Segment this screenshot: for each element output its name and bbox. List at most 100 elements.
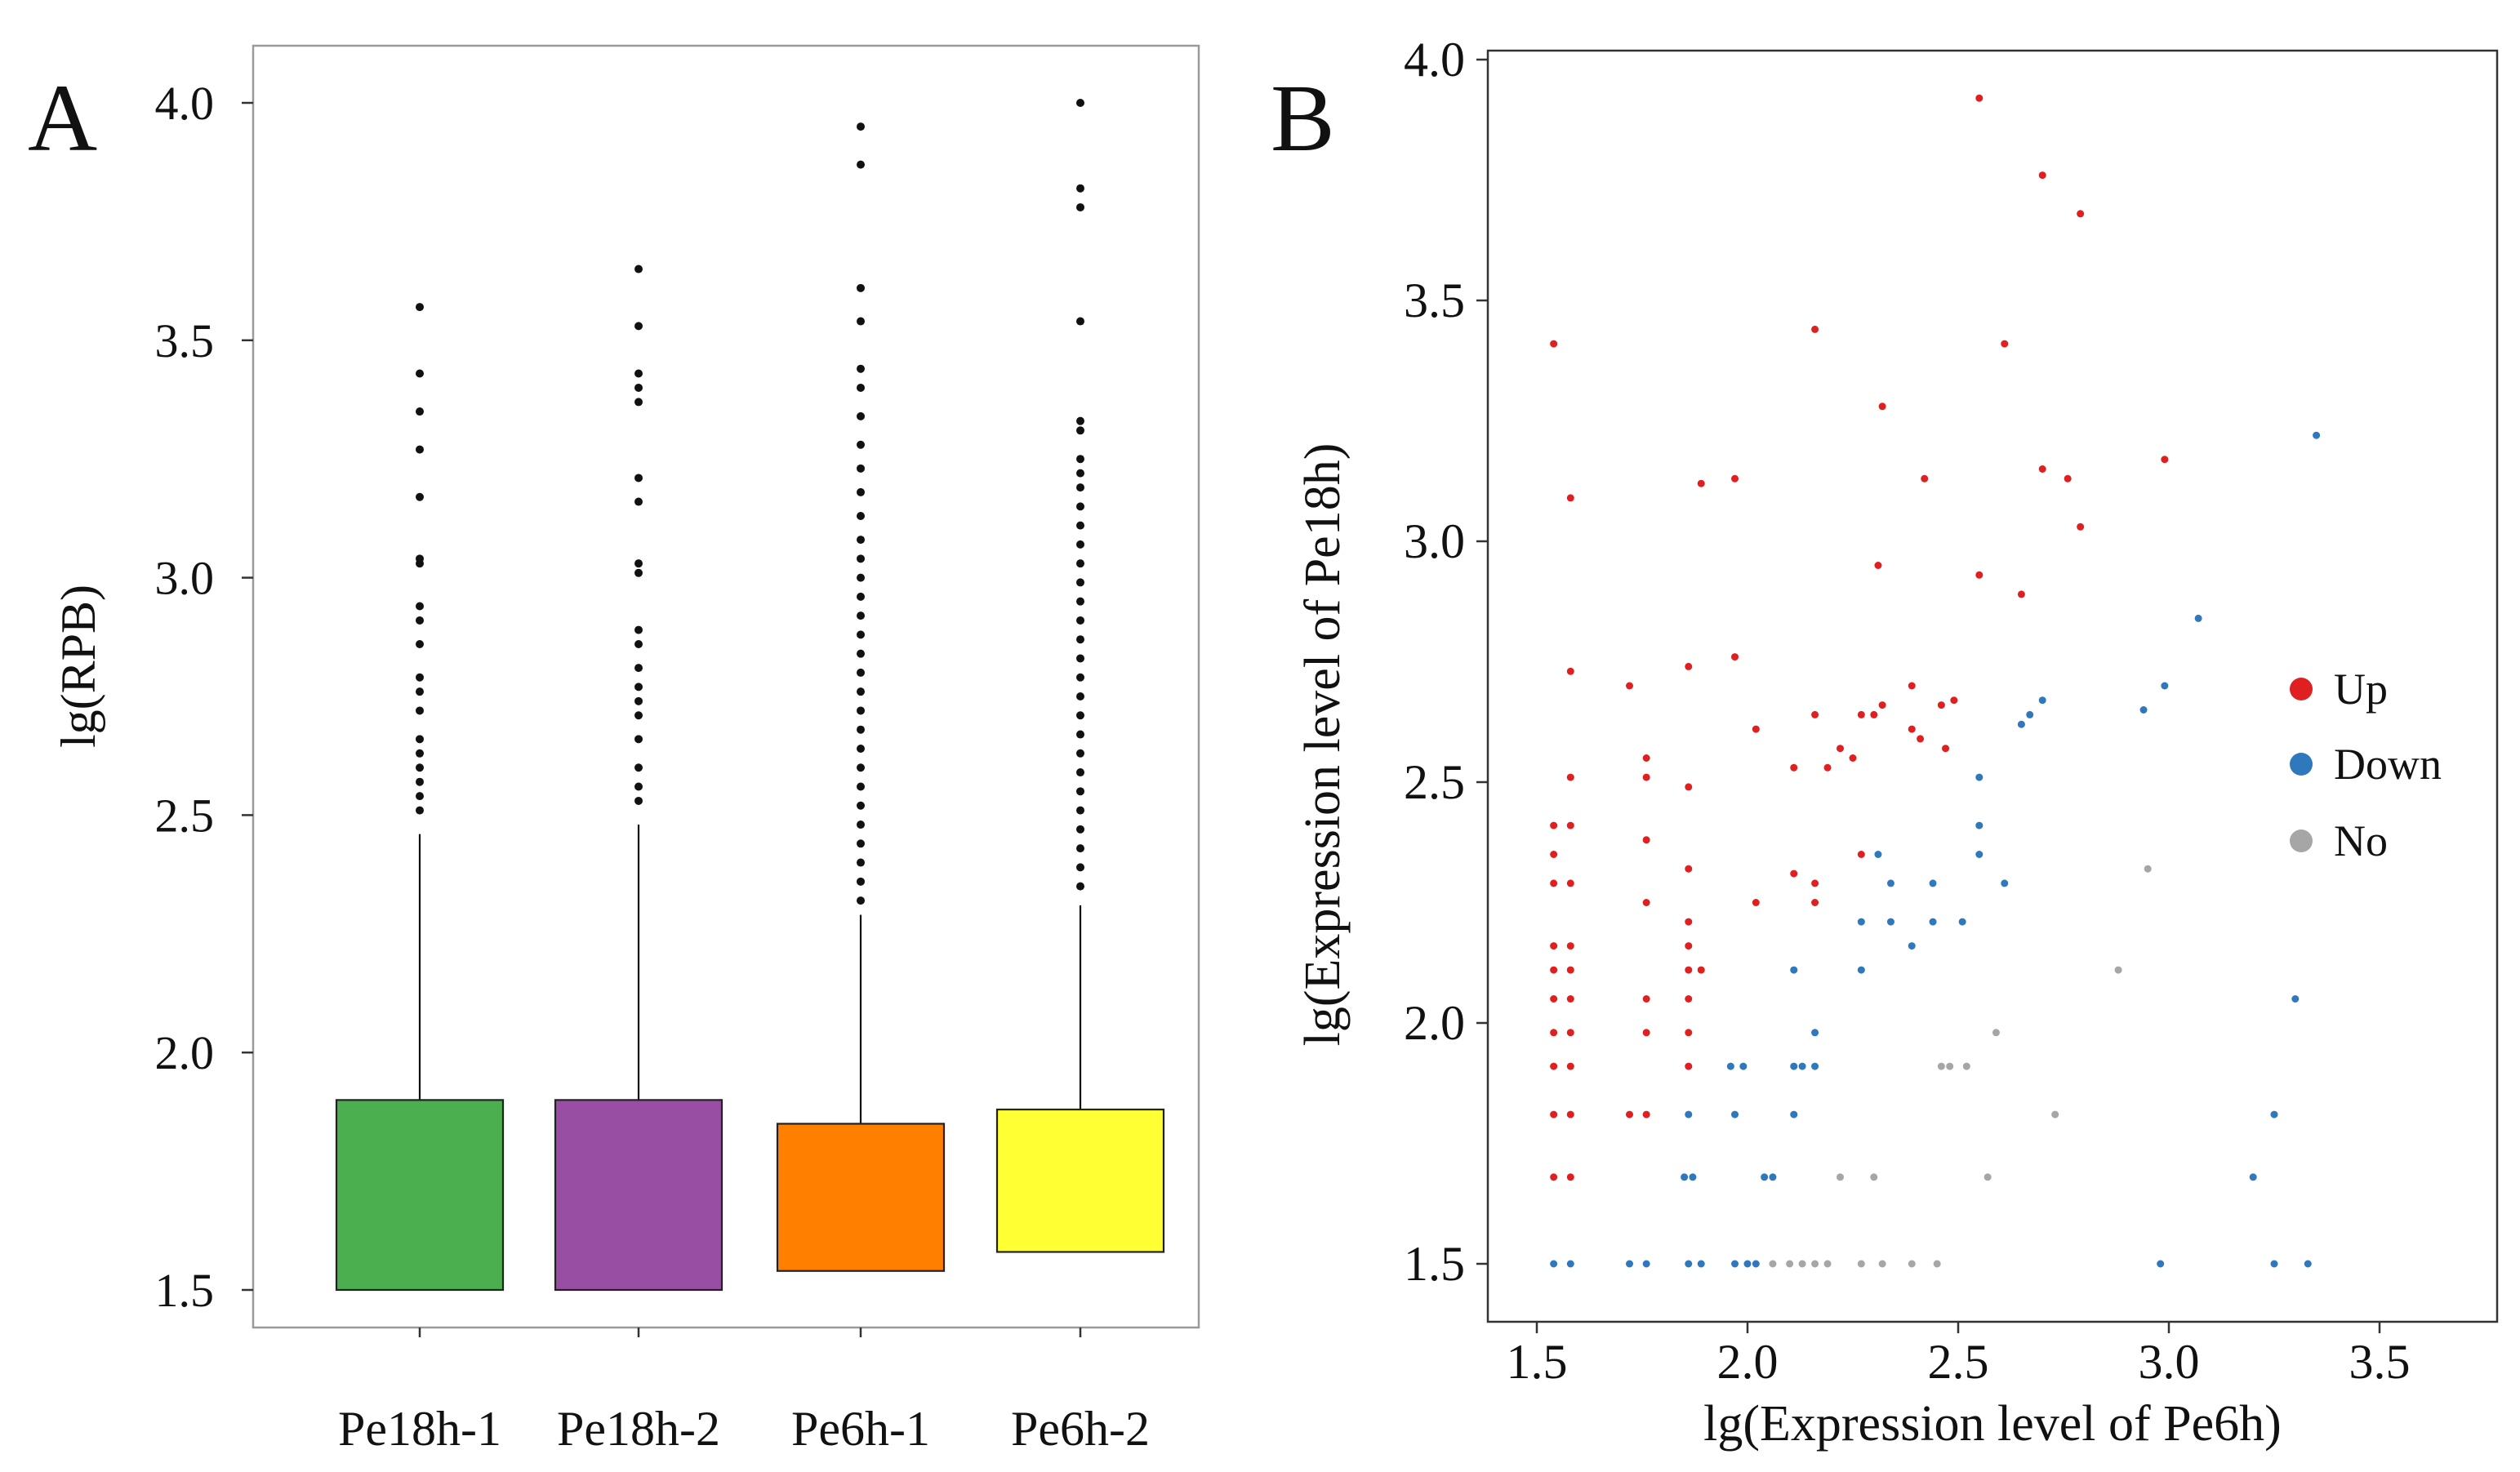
outlier-point xyxy=(857,122,865,131)
outlier-point xyxy=(1076,673,1084,682)
y-tick-label: 1.5 xyxy=(1404,1237,1465,1291)
data-point-no xyxy=(1769,1260,1777,1268)
data-point-down xyxy=(1857,966,1865,974)
data-point-no xyxy=(1823,1260,1832,1268)
data-point-up xyxy=(2038,465,2046,473)
data-point-down xyxy=(2139,706,2148,714)
data-point-no xyxy=(1962,1062,1970,1070)
data-point-up xyxy=(1566,1062,1574,1070)
outlier-point xyxy=(857,706,865,715)
box xyxy=(995,1108,1165,1253)
y-tick-label: 1.5 xyxy=(155,1264,215,1317)
outlier-point xyxy=(634,322,643,331)
data-point-up xyxy=(2161,456,2169,464)
data-point-up xyxy=(1566,667,1574,675)
outlier-point xyxy=(1076,844,1084,853)
box xyxy=(776,1123,946,1272)
data-point-down xyxy=(1790,1062,1798,1070)
outlier-point xyxy=(634,640,643,649)
data-point-no xyxy=(1857,1260,1865,1268)
outlier-point xyxy=(1076,787,1084,796)
legend-marker-up xyxy=(2290,678,2313,700)
outlier-point xyxy=(416,369,424,378)
data-point-up xyxy=(1642,899,1650,906)
data-point-up xyxy=(1566,1110,1574,1118)
data-point-up xyxy=(1942,745,1950,753)
data-point-down xyxy=(1685,1110,1693,1118)
outlier-point xyxy=(416,673,424,682)
outlier-point xyxy=(857,411,865,420)
outlier-point xyxy=(1076,749,1084,758)
scatter-plot-x-axis-label: lg(Expression level of Pe6h) xyxy=(1703,1396,2282,1452)
outlier-point xyxy=(857,364,865,373)
data-point-down xyxy=(1743,1260,1752,1268)
outlier-point xyxy=(634,559,643,568)
box-plot-boxes xyxy=(335,99,1165,1292)
data-point-up xyxy=(1566,879,1574,887)
y-tick-label: 3.0 xyxy=(1404,514,1465,568)
outlier-point xyxy=(1076,616,1084,625)
outlier-point xyxy=(857,763,865,772)
data-point-down xyxy=(1975,773,1983,781)
data-point-no xyxy=(1837,1173,1845,1181)
outlier-point xyxy=(857,820,865,829)
outlier-point xyxy=(1076,806,1084,815)
data-point-up xyxy=(1697,479,1705,487)
data-point-up xyxy=(2077,523,2085,531)
data-point-up xyxy=(1550,879,1558,887)
data-point-down xyxy=(1550,1260,1558,1268)
y-tick-label: 3.0 xyxy=(155,552,215,605)
outlier-point xyxy=(1076,863,1084,872)
data-point-up xyxy=(1550,1029,1558,1037)
data-point-up xyxy=(1790,869,1798,878)
outlier-point xyxy=(634,369,643,378)
data-point-down xyxy=(1726,1062,1734,1070)
data-point-down xyxy=(2291,995,2300,1003)
data-point-no xyxy=(1798,1260,1806,1268)
outlier-point xyxy=(857,668,865,677)
y-tick-label: 4.0 xyxy=(155,77,215,130)
outlier-point xyxy=(416,749,424,758)
data-point-up xyxy=(2064,474,2072,483)
data-point-up xyxy=(1550,995,1558,1003)
data-point-up xyxy=(1566,821,1574,829)
outlier-point xyxy=(416,407,424,416)
data-point-up xyxy=(1811,710,1819,718)
box xyxy=(554,1099,723,1292)
outlier-point xyxy=(857,440,865,449)
outlier-point xyxy=(857,487,865,496)
data-point-up xyxy=(1566,773,1574,781)
data-point-down xyxy=(1731,1110,1739,1118)
data-point-up xyxy=(1685,865,1693,873)
legend-marker-no xyxy=(2290,829,2313,852)
scatter-plot-y-axis-label: lg(Expression level of Pe18h) xyxy=(1295,443,1351,1047)
outlier-point xyxy=(857,630,865,639)
outlier-point xyxy=(1076,692,1084,700)
data-point-up xyxy=(1566,1173,1574,1181)
outlier-point xyxy=(634,711,643,720)
x-tick-label: Pe6h-2 xyxy=(1011,1402,1150,1456)
outlier-point xyxy=(634,474,643,483)
data-point-up xyxy=(1642,1029,1650,1037)
scatter-plot-axes: 1.5 2.0 2.5 3.0 3.5 4.0 1.5 2.0 2.5 3.0 3.5 xyxy=(1404,33,2411,1389)
outlier-point xyxy=(634,398,643,407)
outlier-point xyxy=(1076,483,1084,492)
scatter-plot-points xyxy=(1550,94,2321,1268)
outlier-point xyxy=(857,782,865,791)
outlier-point xyxy=(1076,654,1084,663)
data-point-up xyxy=(2077,210,2085,218)
data-point-up xyxy=(1685,966,1693,974)
data-point-down xyxy=(1811,1062,1819,1070)
data-point-up xyxy=(1823,763,1832,772)
data-point-down xyxy=(1752,1260,1760,1268)
data-point-down xyxy=(1886,918,1894,926)
data-point-down xyxy=(2270,1110,2278,1118)
box-plot-x-axis: Pe18h-1 Pe18h-2 Pe6h-1 Pe6h-2 xyxy=(338,1327,1150,1456)
data-point-down xyxy=(1798,1062,1806,1070)
outlier-point xyxy=(857,896,865,905)
x-tick-label: 3.0 xyxy=(2139,1335,2200,1389)
outlier-point xyxy=(416,706,424,715)
data-point-no xyxy=(2114,966,2122,974)
data-point-down xyxy=(1811,1029,1819,1037)
